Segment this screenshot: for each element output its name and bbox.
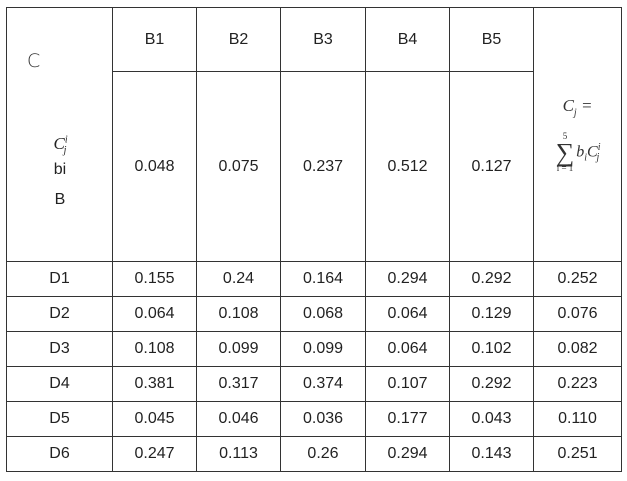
corner-line-bi: bi bbox=[53, 161, 67, 179]
result-cell: 0.223 bbox=[533, 366, 622, 402]
row-label: D6 bbox=[6, 436, 113, 472]
weight-b2: 0.075 bbox=[196, 71, 281, 262]
table-cell: 0.294 bbox=[365, 436, 450, 472]
formula-lhs: Cj = bbox=[562, 95, 593, 118]
result-cell: 0.251 bbox=[533, 436, 622, 472]
table-cell: 0.143 bbox=[449, 436, 534, 472]
column-header-b2: B2 bbox=[196, 7, 281, 72]
column-header-b5: B5 bbox=[449, 7, 534, 72]
table-cell: 0.247 bbox=[112, 436, 197, 472]
formula-header: Cj = 5 ∑ i = 1 biCij bbox=[533, 7, 622, 262]
sum-lower-limit: i = 1 bbox=[556, 163, 574, 174]
cij-symbol: Cij bbox=[53, 134, 68, 157]
table-cell: 0.317 bbox=[196, 366, 281, 402]
table-row: D4 0.381 0.317 0.374 0.107 0.292 0.223 bbox=[6, 366, 622, 402]
column-header-b4: B4 bbox=[365, 7, 450, 72]
table-cell: 0.113 bbox=[196, 436, 281, 472]
table-row: D6 0.247 0.113 0.26 0.294 0.143 0.251 bbox=[6, 436, 622, 472]
row-label: D5 bbox=[6, 401, 113, 437]
table-cell: 0.292 bbox=[449, 261, 534, 297]
result-cell: 0.076 bbox=[533, 296, 622, 332]
table-cell: 0.381 bbox=[112, 366, 197, 402]
row-label: D4 bbox=[6, 366, 113, 402]
table-cell: 0.064 bbox=[365, 296, 450, 332]
table-row: D5 0.045 0.046 0.036 0.177 0.043 0.110 bbox=[6, 401, 622, 437]
table-cell: 0.102 bbox=[449, 331, 534, 367]
result-cell: 0.110 bbox=[533, 401, 622, 437]
table-cell: 0.107 bbox=[365, 366, 450, 402]
table-row: D1 0.155 0.24 0.164 0.294 0.292 0.252 bbox=[6, 261, 622, 297]
corner-cell: C Cij bi B bbox=[6, 7, 113, 262]
corner-stack: Cij bi B bbox=[8, 134, 112, 222]
table-cell: 0.155 bbox=[112, 261, 197, 297]
table-cell: 0.043 bbox=[449, 401, 534, 437]
row-label: D3 bbox=[6, 331, 113, 367]
table-cell: 0.294 bbox=[365, 261, 450, 297]
corner-top-label: C bbox=[27, 50, 41, 72]
column-header-b3: B3 bbox=[280, 7, 366, 72]
table-cell: 0.24 bbox=[196, 261, 281, 297]
table-cell: 0.036 bbox=[280, 401, 366, 437]
table-cell: 0.164 bbox=[280, 261, 366, 297]
formula-sum: 5 ∑ i = 1 biCij bbox=[555, 131, 601, 174]
table-row: D3 0.108 0.099 0.099 0.064 0.102 0.082 bbox=[6, 331, 622, 367]
weights-table: C Cij bi B B1 B2 B3 B4 B5 Cj = 5 ∑ i = 1 bbox=[6, 7, 622, 472]
table-cell: 0.108 bbox=[112, 331, 197, 367]
sum-term: biCij bbox=[576, 141, 601, 164]
row-label: D1 bbox=[6, 261, 113, 297]
table-cell: 0.064 bbox=[365, 331, 450, 367]
row-label: D2 bbox=[6, 296, 113, 332]
table-cell: 0.064 bbox=[112, 296, 197, 332]
table-cell: 0.129 bbox=[449, 296, 534, 332]
table-cell: 0.177 bbox=[365, 401, 450, 437]
weight-b4: 0.512 bbox=[365, 71, 450, 262]
table-cell: 0.374 bbox=[280, 366, 366, 402]
weight-b3: 0.237 bbox=[280, 71, 366, 262]
table-cell: 0.046 bbox=[196, 401, 281, 437]
weight-b1: 0.048 bbox=[112, 71, 197, 262]
table-cell: 0.26 bbox=[280, 436, 366, 472]
sum-upper-limit: 5 bbox=[562, 131, 568, 141]
column-header-b1: B1 bbox=[112, 7, 197, 72]
result-cell: 0.082 bbox=[533, 331, 622, 367]
table-cell: 0.292 bbox=[449, 366, 534, 402]
table-cell: 0.068 bbox=[280, 296, 366, 332]
table-cell: 0.099 bbox=[280, 331, 366, 367]
weight-b5: 0.127 bbox=[449, 71, 534, 262]
table-cell: 0.045 bbox=[112, 401, 197, 437]
result-cell: 0.252 bbox=[533, 261, 622, 297]
sigma-symbol: 5 ∑ i = 1 bbox=[555, 131, 575, 174]
table-cell: 0.099 bbox=[196, 331, 281, 367]
table-row: D2 0.064 0.108 0.068 0.064 0.129 0.076 bbox=[6, 296, 622, 332]
corner-line-b: B bbox=[54, 191, 66, 209]
table-cell: 0.108 bbox=[196, 296, 281, 332]
